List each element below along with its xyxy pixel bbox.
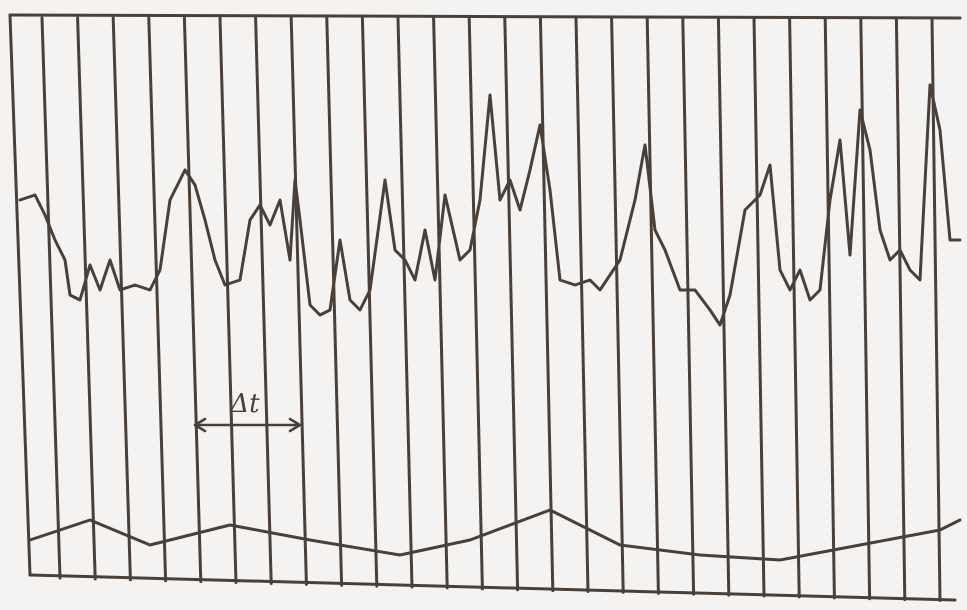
- recording: Δt: [0, 0, 967, 610]
- annotation-label: Δt: [229, 389, 260, 419]
- paper: [0, 0, 967, 610]
- page: Δt (() => { const data = JSON.parse(docu…: [0, 0, 967, 610]
